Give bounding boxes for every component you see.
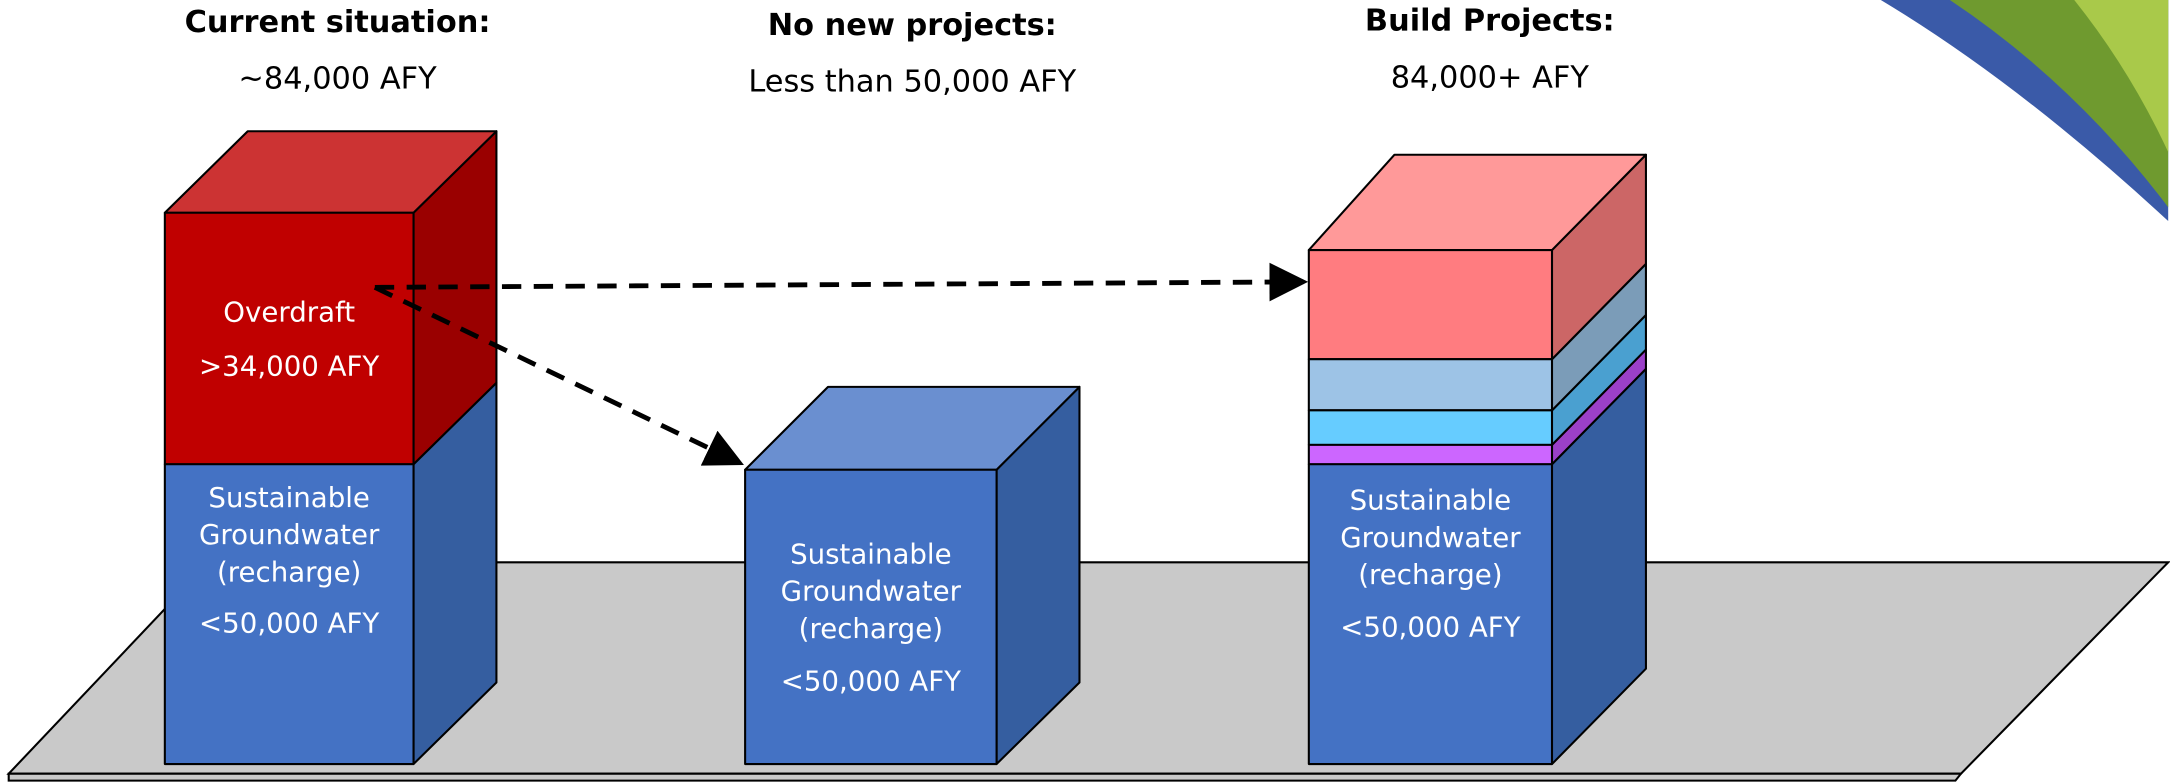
block-label: Groundwater	[781, 575, 962, 608]
column-subtitle: ~84,000 AFY	[238, 62, 437, 97]
block-label: <50,000 AFY	[199, 606, 379, 639]
column-subtitle: 84,000+ AFY	[1391, 60, 1590, 95]
block-label: (recharge)	[217, 555, 361, 588]
column-title: No new projects:	[768, 8, 1057, 43]
block-label: Groundwater	[1340, 521, 1521, 554]
block-label: Groundwater	[199, 518, 380, 551]
block-label: Sustainable	[1350, 484, 1512, 517]
block-label: Sustainable	[790, 537, 952, 570]
block-label: <50,000 AFY	[1340, 611, 1520, 644]
overdraft-block	[165, 213, 414, 464]
column-title: Current situation:	[185, 5, 491, 40]
slide: Current situation: ~84,000 AFY No new pr…	[0, 0, 2170, 782]
column-current	[165, 131, 497, 764]
column-subtitle: Less than 50,000 AFY	[748, 64, 1076, 99]
column-title: Build Projects:	[1365, 4, 1615, 39]
project-block	[1309, 250, 1552, 359]
arrow	[375, 282, 1303, 288]
column-build	[1309, 155, 1646, 764]
block-label: Sustainable	[208, 481, 370, 514]
floor-edge	[9, 774, 1961, 781]
swoosh-decoration	[1881, 0, 2168, 221]
project-block	[1309, 445, 1552, 464]
block-label: (recharge)	[799, 612, 943, 645]
project-block	[1309, 359, 1552, 410]
project-block	[1309, 410, 1552, 445]
block-label: <50,000 AFY	[781, 665, 961, 698]
block-label: >34,000 AFY	[199, 350, 379, 383]
block-label: (recharge)	[1358, 558, 1502, 591]
block-label: Overdraft	[223, 296, 355, 329]
